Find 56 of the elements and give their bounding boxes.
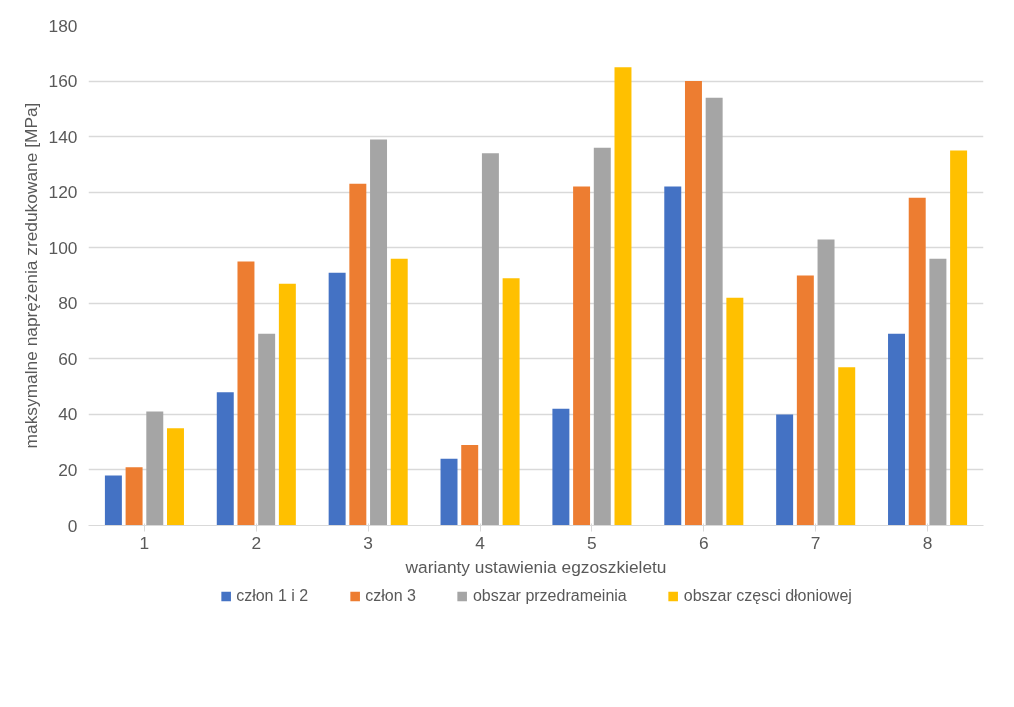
y-tick-label: 180 (48, 15, 78, 36)
bar (440, 458, 458, 526)
x-tick-label: 5 (587, 532, 597, 553)
bar (167, 428, 184, 526)
x-tick-label: 4 (475, 532, 486, 553)
bar (796, 275, 814, 526)
bar (216, 392, 234, 526)
y-tick-label: 40 (58, 404, 78, 425)
bar (888, 333, 905, 526)
x-tick-label: 1 (139, 532, 150, 553)
bar (908, 197, 926, 526)
bar (950, 150, 968, 526)
y-axis-title: maksymalne naprężenia zredukowane [MPa] (20, 102, 41, 449)
legend-label: obszar przedrameinia (472, 587, 627, 605)
bar (328, 272, 346, 526)
legend-label: obszar częsci dłoniowej (683, 587, 852, 605)
bar (125, 467, 143, 526)
bar (614, 67, 632, 526)
bar (776, 414, 794, 526)
bar (573, 186, 591, 526)
y-tick-label: 0 (67, 515, 78, 536)
x-tick-label: 6 (698, 532, 709, 553)
x-axis-title: warianty ustawienia egzoszkieletu (404, 556, 667, 577)
x-tick-label: 3 (363, 532, 374, 553)
bar (349, 183, 367, 526)
bar (481, 153, 499, 526)
y-tick-label: 160 (48, 71, 78, 92)
y-tick-label: 60 (58, 348, 78, 369)
x-tick-label: 2 (251, 532, 262, 553)
x-tick-label: 7 (810, 532, 821, 553)
bar (684, 81, 702, 526)
bar (817, 239, 835, 526)
bar (552, 408, 570, 526)
bar (370, 139, 388, 526)
y-tick-label: 140 (48, 126, 78, 147)
bar (461, 444, 479, 526)
bar (705, 97, 723, 526)
bar (237, 261, 255, 526)
y-tick-label: 120 (48, 182, 78, 203)
bar (502, 278, 520, 526)
bar (258, 333, 276, 526)
bar (664, 186, 682, 526)
x-tick-label: 8 (922, 532, 933, 553)
bar (278, 283, 296, 526)
bar (593, 147, 611, 526)
bar (146, 411, 164, 526)
bar (929, 258, 947, 526)
y-tick-label: 20 (58, 459, 78, 480)
bar (838, 367, 856, 526)
bar (390, 258, 408, 526)
y-tick-label: 100 (48, 237, 78, 258)
legend-label: człon 3 (365, 587, 416, 605)
bar (104, 475, 122, 526)
y-tick-label: 80 (58, 293, 78, 314)
legend-label: człon 1 i 2 (236, 587, 309, 605)
bar (726, 297, 744, 526)
